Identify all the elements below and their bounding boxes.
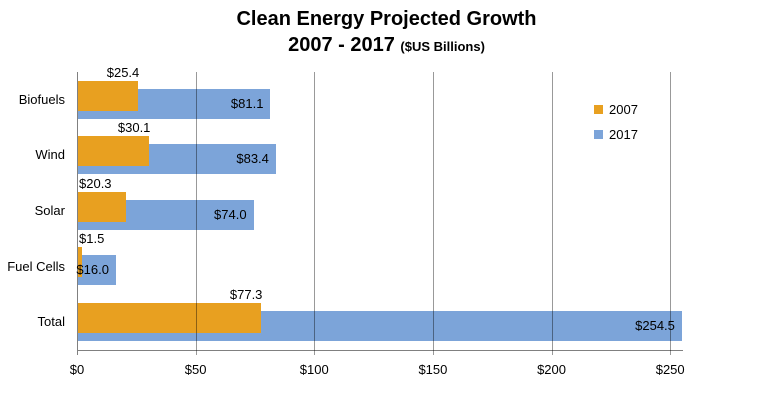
bar-2007-fuel-cells	[78, 247, 82, 278]
legend-label-2007: 2007	[609, 102, 638, 117]
category-label-total: Total	[37, 314, 65, 330]
bar-label-2007-wind: $30.1	[117, 120, 151, 136]
bar-label-2017-biofuels: $81.1	[230, 95, 264, 111]
category-label-wind: Wind	[35, 147, 65, 163]
gridline-250	[670, 72, 671, 355]
x-axis-line	[77, 350, 683, 351]
bar-label-2007-total: $77.3	[229, 286, 263, 302]
legend-item-2017: 2017	[594, 127, 638, 142]
legend-swatch-2007-icon	[594, 105, 603, 114]
x-tick-label-250: $250	[655, 362, 685, 377]
bar-label-2017-solar: $74.0	[214, 206, 247, 222]
plot-area: $25.4 $81.1 $30.1 $83.4 $20.3 $74.0 $1.5 $16.0 $…	[76, 65, 683, 355]
chart-title-line1: Clean Energy Projected Growth	[236, 8, 537, 30]
bar-label-2007-solar: $20.3	[79, 175, 112, 191]
bar-2007-biofuels	[78, 80, 138, 111]
legend: 2007 2017	[594, 102, 638, 152]
x-tick-label-0: $0	[69, 362, 85, 377]
category-label-biofuels: Biofuels	[18, 91, 65, 107]
bar-label-2017-fuel-cells: $16.0	[76, 262, 109, 278]
bar-2007-total	[78, 302, 261, 333]
x-tick-label-100: $100	[299, 362, 329, 377]
legend-item-2007: 2007	[594, 102, 638, 117]
category-label-fuel-cells: Fuel Cells	[7, 258, 65, 274]
bar-label-2017-wind: $83.4	[236, 151, 269, 167]
category-label-solar: Solar	[34, 203, 65, 218]
chart-title-units: ($US Billions)	[400, 39, 485, 54]
x-tick-label-150: $150	[418, 362, 448, 377]
chart-title-years: 2007 - 2017	[288, 34, 395, 56]
bar-label-2007-fuel-cells: $1.5	[79, 231, 105, 247]
legend-label-2017: 2017	[609, 127, 638, 142]
x-tick-label-200: $200	[537, 362, 566, 377]
gridline-200	[552, 72, 553, 355]
gridline-150	[433, 72, 434, 355]
chart-title-line2: 2007 - 2017 ($US Billions)	[0, 32, 773, 60]
bar-2007-solar	[78, 191, 126, 222]
gridline-50	[196, 72, 197, 355]
chart-title: Clean Energy Projected Growth 2007 - 201…	[0, 6, 773, 60]
y-axis-line	[77, 72, 78, 355]
bar-2007-wind	[78, 136, 149, 167]
x-tick-label-50: $50	[184, 362, 207, 377]
bar-label-2017-total: $254.5	[635, 317, 675, 333]
gridline-100	[314, 72, 315, 355]
bar-label-2007-biofuels: $25.4	[106, 64, 140, 80]
bar-2017-fuel-cells	[78, 255, 116, 286]
legend-swatch-2017-icon	[594, 130, 603, 139]
